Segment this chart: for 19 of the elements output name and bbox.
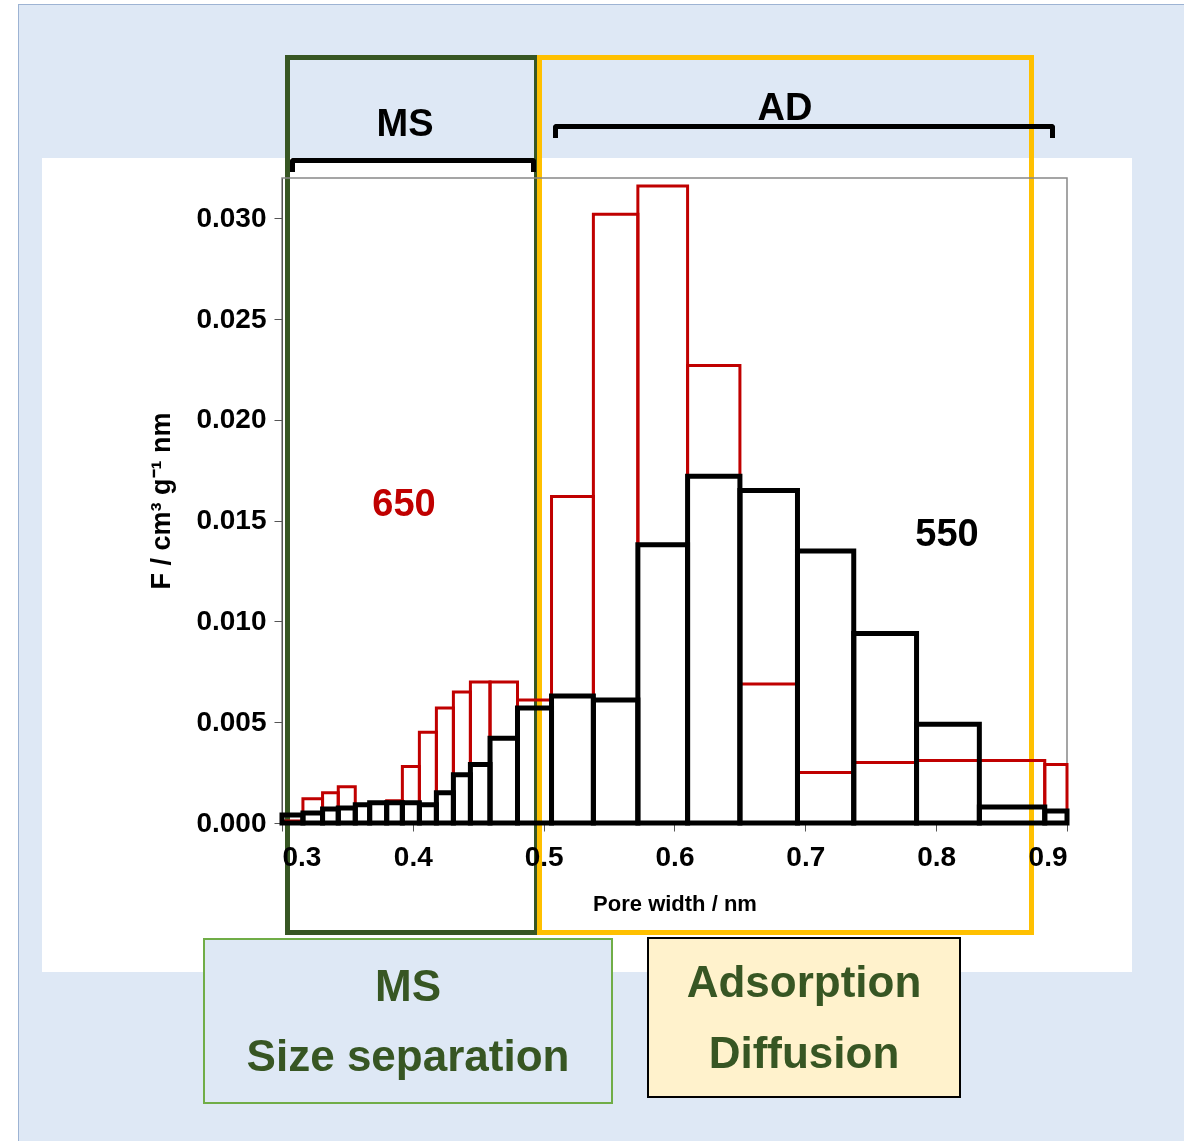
- text: Adsorption Diffusion: [647, 937, 961, 1098]
- text: 650: [372, 482, 436, 524]
- y-tick-label: 0.015: [196, 504, 267, 536]
- y-axis-title: F / cm³ g⁻¹ nm: [146, 412, 177, 590]
- y-tick-label: 0.030: [196, 201, 267, 233]
- series-label: 550: [915, 512, 979, 554]
- y-tick-label: 0.010: [196, 604, 267, 636]
- text: MS Size separation: [203, 938, 613, 1104]
- y-tick-label: 0.000: [196, 806, 267, 838]
- x-tick-label: 0.8: [917, 840, 957, 872]
- text: MS: [375, 100, 435, 146]
- y-tick-label: 0.025: [196, 302, 267, 334]
- x-tick-label: 0.4: [393, 840, 434, 872]
- y-tick-label: 0.005: [196, 705, 267, 737]
- x-tick-label: 0.7: [786, 840, 826, 872]
- text: AD: [756, 84, 814, 130]
- x-tick-label: 0.6: [655, 840, 695, 872]
- y-tick-label: 0.020: [196, 403, 267, 435]
- x-axis-title: Pore width / nm: [593, 890, 757, 916]
